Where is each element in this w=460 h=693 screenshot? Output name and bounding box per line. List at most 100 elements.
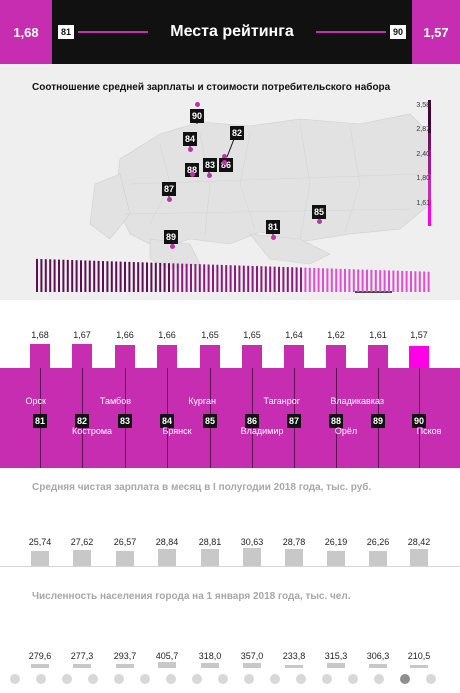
map-pin-89[interactable]: 89	[164, 230, 178, 244]
pager-dot[interactable]	[322, 674, 332, 684]
strip-bar	[207, 264, 210, 292]
map-pin-dot-85	[317, 219, 322, 224]
strip-bar	[203, 264, 206, 292]
legend-scale	[428, 100, 431, 226]
strip-bar	[370, 269, 373, 292]
ratio-value-label: 1,62	[327, 330, 345, 340]
map-pin-88[interactable]: 88	[185, 163, 199, 177]
strip-bar	[291, 267, 294, 292]
pager-dot[interactable]	[140, 674, 150, 684]
salary-bar	[327, 550, 345, 566]
all-cities-strip	[36, 258, 430, 292]
strip-bar	[88, 260, 91, 292]
ratio-bar	[115, 344, 135, 368]
salary-bar	[410, 549, 428, 566]
strip-bar	[357, 269, 360, 292]
strip-bar	[242, 265, 245, 292]
population-value-label: 279,6	[28, 651, 52, 661]
pager-dot[interactable]	[348, 674, 358, 684]
map-pin-dot-83	[207, 173, 212, 178]
strip-bar	[44, 259, 47, 292]
map-pin-81[interactable]: 81	[266, 220, 280, 234]
map-pin-dot-86	[222, 160, 227, 165]
map-pin-85[interactable]: 85	[312, 205, 326, 219]
population-value-label: 318,0	[198, 651, 222, 661]
ratio-bar	[200, 344, 220, 368]
header-left-line	[78, 31, 148, 33]
map-pin-83[interactable]: 83	[203, 158, 217, 172]
salary-bar	[31, 551, 49, 566]
city-name: Таганрог	[263, 396, 300, 406]
population-bar	[285, 664, 303, 668]
map-pin-dot-82	[222, 154, 227, 159]
map-pin-87[interactable]: 87	[162, 182, 176, 196]
city-rank-badge: 81	[33, 414, 47, 428]
pager-dot[interactable]	[244, 674, 254, 684]
pager-dot[interactable]	[62, 674, 72, 684]
map-pin-dot-89	[170, 244, 175, 249]
pager-dot[interactable]	[166, 674, 176, 684]
pager-dot[interactable]	[400, 674, 410, 684]
strip-bar	[71, 260, 74, 292]
map-pin-84[interactable]: 84	[183, 132, 197, 146]
city-rank-badge: 89	[371, 414, 385, 428]
salary-title: Средняя чистая зарплата в месяц в I полу…	[32, 482, 372, 493]
salary-value-label: 26,26	[366, 537, 390, 547]
map-pin-82[interactable]: 82	[230, 126, 244, 140]
strip-bar	[308, 267, 311, 292]
population-bar	[116, 663, 134, 668]
ratio-value-label: 1,61	[369, 330, 387, 340]
ratio-bar	[326, 345, 346, 368]
ratio-value-label: 1,65	[201, 330, 219, 340]
pager-dot[interactable]	[88, 674, 98, 684]
strip-bar	[238, 265, 241, 292]
city-rank-badge: 84	[160, 414, 174, 428]
strip-bar	[84, 260, 87, 292]
salary-bar	[243, 548, 261, 566]
city-name: Владикавказ	[330, 396, 384, 406]
strip-bar	[124, 261, 126, 292]
salary-bar	[158, 549, 176, 566]
strip-bar	[137, 262, 140, 292]
strip-bar	[58, 259, 60, 292]
strip-bar	[335, 268, 338, 292]
salary-value-label: 28,84	[155, 537, 179, 547]
strip-bar	[352, 269, 355, 292]
pager-dot[interactable]	[296, 674, 306, 684]
strip-bar	[379, 270, 382, 292]
salary-value-label: 28,81	[198, 537, 222, 547]
pager-dot[interactable]	[270, 674, 280, 684]
ratio-bar	[30, 344, 50, 368]
map-section: Соотношение средней зарплаты и стоимости…	[0, 64, 460, 300]
strip-bar	[216, 264, 219, 292]
pager-dot[interactable]	[10, 674, 20, 684]
pager-dot[interactable]	[218, 674, 228, 684]
strip-bar	[247, 265, 250, 292]
pager-dot[interactable]	[114, 674, 124, 684]
strip-bar	[269, 266, 272, 292]
map-pin-90[interactable]: 90	[190, 109, 204, 123]
map-pin-dot-88	[190, 172, 195, 177]
population-bar	[158, 662, 176, 668]
header-right-rank: 90	[389, 25, 406, 39]
strip-bar	[423, 271, 426, 292]
strip-bar	[282, 266, 285, 292]
header-title: Места рейтинга	[170, 23, 294, 40]
city-rank-badge: 86	[245, 414, 259, 428]
strip-bar	[141, 262, 144, 292]
strip-bar	[181, 263, 184, 292]
population-value-label: 233,8	[282, 651, 306, 661]
strip-bar	[176, 263, 179, 292]
strip-bar	[313, 267, 316, 292]
pager-dot[interactable]	[36, 674, 46, 684]
pager-dot[interactable]	[426, 674, 436, 684]
pager-dot[interactable]	[374, 674, 384, 684]
pager-dot[interactable]	[192, 674, 202, 684]
population-bar	[410, 664, 428, 668]
strip-bar	[97, 260, 100, 292]
population-title: Численность населения города на 1 января…	[32, 591, 351, 602]
header-right-line	[316, 31, 386, 33]
city-rank-badge: 82	[75, 414, 89, 428]
city-name: Кострома	[71, 426, 113, 436]
strip-bar	[154, 262, 157, 292]
